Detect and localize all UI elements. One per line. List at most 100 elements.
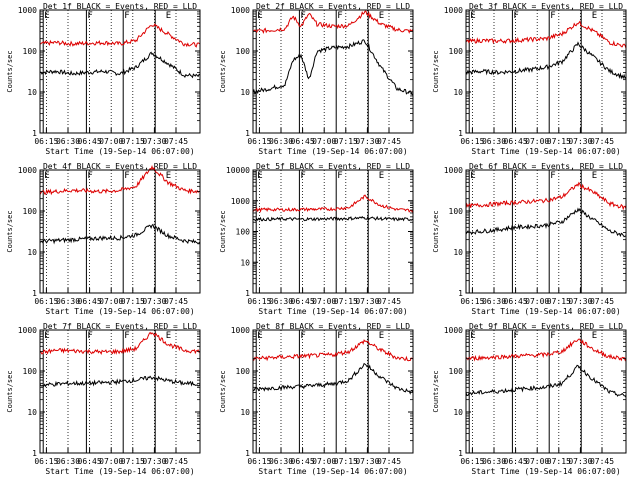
x-tick-label: 07:45 xyxy=(377,457,401,466)
interval-marker: E xyxy=(44,171,49,181)
y-tick-label: 100 xyxy=(23,47,38,56)
x-tick-label: 06:30 xyxy=(269,137,293,146)
y-tick-label: 10 xyxy=(240,88,250,97)
y-tick-label: 10 xyxy=(27,248,37,257)
series-events xyxy=(252,39,414,96)
y-tick-label: 1000 xyxy=(18,326,37,335)
x-tick-label: 07:30 xyxy=(568,457,592,466)
x-axis-label: Start Time (19-Sep-14 06:07:00) xyxy=(258,147,407,156)
panel-1: Det 1f BLACK = Events, RED = LLD Counts/s… xyxy=(6,2,201,156)
y-tick-label: 1000 xyxy=(231,197,250,206)
interval-marker: E xyxy=(257,11,262,21)
series-events xyxy=(39,375,201,388)
series-events xyxy=(252,215,414,222)
y-tick-label: 10000 xyxy=(226,166,250,175)
y-tick-label: 1 xyxy=(32,289,37,298)
plot-frame xyxy=(39,9,201,134)
y-tick-label: 10 xyxy=(453,88,463,97)
y-tick-label: 100 xyxy=(236,367,251,376)
panel-title: Det 6f BLACK = Events, RED = LLD xyxy=(469,162,623,171)
y-axis-label: Counts/sec xyxy=(432,370,440,412)
interval-marker: E xyxy=(470,171,475,181)
panel-6: Det 6f BLACK = Events, RED = LLD Counts/s… xyxy=(432,162,627,316)
x-tick-label: 06:45 xyxy=(78,137,102,146)
interval-marker: F xyxy=(337,171,342,181)
interval-marker: E xyxy=(257,171,262,181)
x-tick-label: 06:45 xyxy=(78,457,102,466)
x-tick-label: 07:00 xyxy=(99,297,123,306)
interval-marker: F xyxy=(87,331,92,341)
x-tick-label: 07:15 xyxy=(334,297,358,306)
panel-8: Det 8f BLACK = Events, RED = LLD Counts/s… xyxy=(219,322,414,476)
x-tick-label: 06:30 xyxy=(482,137,506,146)
x-tick-label: 07:45 xyxy=(377,297,401,306)
y-tick-label: 100 xyxy=(23,367,38,376)
panel-title: Det 5f BLACK = Events, RED = LLD xyxy=(256,162,410,171)
series-lld xyxy=(39,331,201,355)
x-tick-label: 06:45 xyxy=(78,297,102,306)
interval-marker: F xyxy=(124,331,129,341)
x-tick-label: 07:30 xyxy=(142,137,166,146)
interval-marker: F xyxy=(300,11,305,21)
x-axis-label: Start Time (19-Sep-14 06:07:00) xyxy=(471,467,620,476)
interval-marker: F xyxy=(513,331,518,341)
series-lld xyxy=(252,194,414,213)
panel-4: Det 4f BLACK = Events, RED = LLD Counts/s… xyxy=(6,162,201,316)
y-axis-label: Counts/sec xyxy=(432,50,440,92)
interval-marker: E xyxy=(44,11,49,21)
x-tick-label: 07:30 xyxy=(568,297,592,306)
interval-marker: F xyxy=(513,171,518,181)
y-tick-label: 1000 xyxy=(444,6,463,15)
series-events xyxy=(465,41,627,80)
plot-frame xyxy=(465,9,627,134)
x-tick-label: 07:15 xyxy=(334,457,358,466)
interval-marker: E xyxy=(379,11,384,21)
x-tick-label: 06:30 xyxy=(482,297,506,306)
interval-marker: E xyxy=(44,331,49,341)
series-lld xyxy=(465,181,627,211)
x-tick-label: 07:15 xyxy=(547,137,571,146)
x-tick-label: 07:15 xyxy=(121,457,145,466)
interval-marker: E xyxy=(166,171,171,181)
y-axis-label: Counts/sec xyxy=(6,210,14,252)
x-tick-label: 07:30 xyxy=(355,137,379,146)
panel-title: Det 8f BLACK = Events, RED = LLD xyxy=(256,322,410,331)
interval-marker: E xyxy=(592,171,597,181)
x-tick-label: 06:45 xyxy=(504,137,528,146)
x-tick-label: 07:45 xyxy=(377,137,401,146)
x-tick-label: 06:15 xyxy=(34,137,58,146)
plot-frame xyxy=(465,329,627,454)
panel-3: Det 3f BLACK = Events, RED = LLD Counts/s… xyxy=(432,2,627,156)
x-tick-label: 06:45 xyxy=(291,297,315,306)
interval-marker: F xyxy=(550,331,555,341)
panel-9: Det 9f BLACK = Events, RED = LLD Counts/s… xyxy=(432,322,627,476)
x-tick-label: 07:30 xyxy=(142,297,166,306)
x-tick-label: 07:15 xyxy=(121,137,145,146)
y-tick-label: 100 xyxy=(449,47,464,56)
x-axis-label: Start Time (19-Sep-14 06:07:00) xyxy=(45,467,194,476)
series-lld xyxy=(252,10,414,35)
y-tick-label: 1 xyxy=(32,129,37,138)
series-events xyxy=(39,51,201,79)
panel-title: Det 3f BLACK = Events, RED = LLD xyxy=(469,2,623,11)
x-tick-label: 06:30 xyxy=(56,137,80,146)
x-tick-label: 07:45 xyxy=(590,137,614,146)
panel-title: Det 2f BLACK = Events, RED = LLD xyxy=(256,2,410,11)
interval-marker: E xyxy=(592,331,597,341)
panel-title: Det 9f BLACK = Events, RED = LLD xyxy=(469,322,623,331)
x-axis-label: Start Time (19-Sep-14 06:07:00) xyxy=(471,147,620,156)
panel-title: Det 7f BLACK = Events, RED = LLD xyxy=(43,322,197,331)
x-tick-label: 07:15 xyxy=(121,297,145,306)
x-tick-label: 07:15 xyxy=(334,137,358,146)
x-tick-label: 06:15 xyxy=(34,457,58,466)
plot-frame xyxy=(39,329,201,454)
interval-marker: F xyxy=(87,171,92,181)
interval-marker: F xyxy=(337,11,342,21)
y-axis-label: Counts/sec xyxy=(219,370,227,412)
x-axis-label: Start Time (19-Sep-14 06:07:00) xyxy=(258,307,407,316)
y-axis-label: Counts/sec xyxy=(219,210,227,252)
x-tick-label: 07:45 xyxy=(164,137,188,146)
panel-7: Det 7f BLACK = Events, RED = LLD Counts/s… xyxy=(6,322,201,476)
y-tick-label: 100 xyxy=(236,228,251,237)
